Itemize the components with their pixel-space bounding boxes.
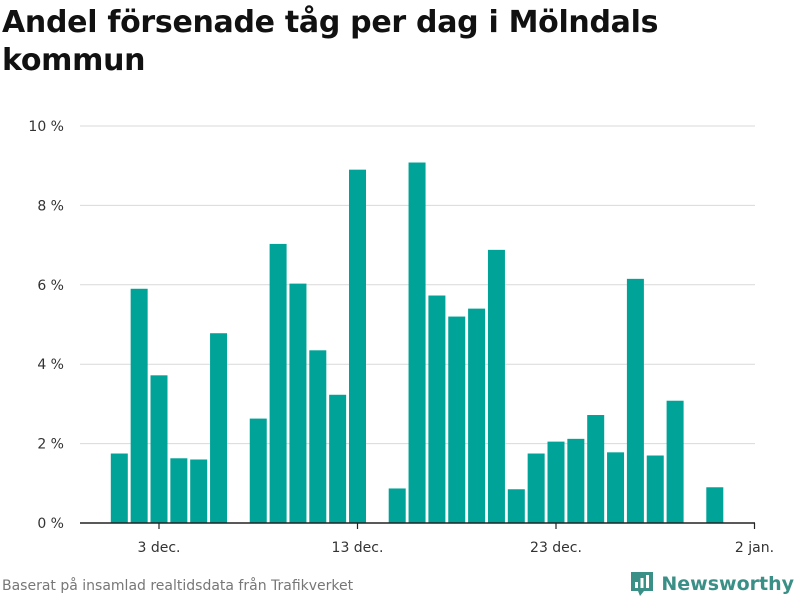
bar [110, 453, 128, 523]
newsworthy-logo-icon [631, 572, 654, 596]
bar [646, 455, 664, 523]
y-tick-label: 8 % [37, 198, 64, 214]
x-tick-label: 13 dec. [332, 540, 384, 556]
x-tick-label: 23 dec. [530, 540, 582, 556]
bar [408, 162, 426, 523]
bar [269, 243, 287, 523]
bar [666, 400, 684, 523]
bar [249, 418, 267, 523]
y-tick-label: 10 % [28, 119, 64, 135]
bar [567, 438, 585, 523]
y-tick-label: 4 % [37, 357, 64, 373]
y-tick-label: 2 % [37, 437, 64, 453]
bar [448, 316, 466, 523]
bar [527, 453, 545, 523]
bar [289, 283, 307, 523]
bar [468, 308, 486, 523]
bar [428, 295, 446, 523]
source-note: Baserat på insamlad realtidsdata från Tr… [2, 578, 354, 594]
x-axis: 3 dec. 13 dec. 23 dec. 2 jan. [80, 522, 774, 556]
bar [329, 394, 347, 523]
x-tick-label: 3 dec. [137, 540, 180, 556]
bar [170, 458, 188, 523]
bar [607, 452, 625, 523]
bar [309, 350, 327, 523]
x-tick-label: 2 jan. [735, 540, 774, 556]
brand-name: Newsworthy [661, 573, 794, 595]
y-axis-labels: 0 % 2 % 4 % 6 % 8 % 10 % [28, 119, 64, 532]
brand-logo: Newsworthy [629, 568, 794, 600]
y-tick-label: 6 % [37, 278, 64, 294]
bar [150, 375, 168, 523]
bar [587, 415, 605, 523]
bars [110, 162, 724, 524]
bar [349, 169, 366, 524]
bar [210, 333, 228, 523]
bar [706, 487, 724, 523]
bar [130, 288, 148, 523]
bar [626, 278, 644, 523]
y-tick-label: 0 % [37, 516, 64, 532]
bar [487, 249, 505, 524]
bar [190, 459, 208, 523]
bar [507, 489, 525, 523]
chart-title: Andel försenade tåg per dag i Mölndals k… [2, 5, 659, 78]
bar [547, 441, 565, 523]
bar [388, 488, 406, 523]
